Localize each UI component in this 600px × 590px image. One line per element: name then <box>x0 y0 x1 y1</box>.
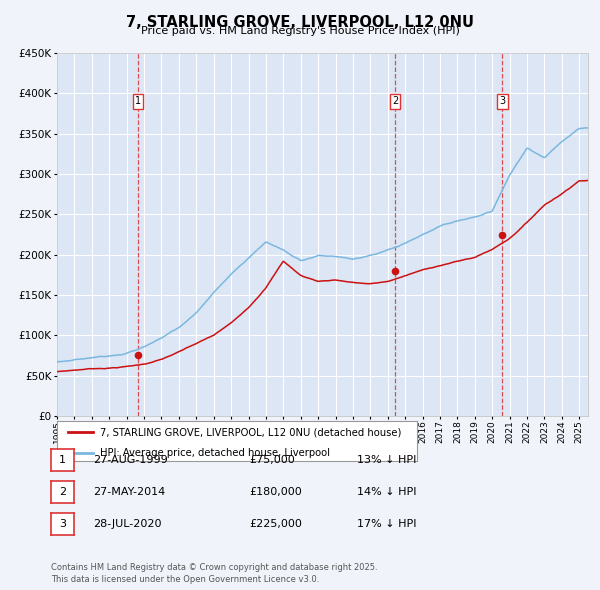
Text: 1: 1 <box>59 455 66 465</box>
Text: 7, STARLING GROVE, LIVERPOOL, L12 0NU: 7, STARLING GROVE, LIVERPOOL, L12 0NU <box>126 15 474 30</box>
Text: 27-MAY-2014: 27-MAY-2014 <box>93 487 165 497</box>
Text: Price paid vs. HM Land Registry's House Price Index (HPI): Price paid vs. HM Land Registry's House … <box>140 26 460 36</box>
Text: 28-JUL-2020: 28-JUL-2020 <box>93 519 161 529</box>
Text: 3: 3 <box>59 519 66 529</box>
Text: 13% ↓ HPI: 13% ↓ HPI <box>357 455 416 465</box>
Text: 2: 2 <box>392 97 398 106</box>
Text: 27-AUG-1999: 27-AUG-1999 <box>93 455 168 465</box>
Text: 7, STARLING GROVE, LIVERPOOL, L12 0NU (detached house): 7, STARLING GROVE, LIVERPOOL, L12 0NU (d… <box>100 428 401 438</box>
Text: 14% ↓ HPI: 14% ↓ HPI <box>357 487 416 497</box>
Text: 17% ↓ HPI: 17% ↓ HPI <box>357 519 416 529</box>
Text: HPI: Average price, detached house, Liverpool: HPI: Average price, detached house, Live… <box>100 448 330 458</box>
Text: Contains HM Land Registry data © Crown copyright and database right 2025.: Contains HM Land Registry data © Crown c… <box>51 563 377 572</box>
Text: £180,000: £180,000 <box>249 487 302 497</box>
Text: 1: 1 <box>135 97 141 106</box>
Text: £75,000: £75,000 <box>249 455 295 465</box>
Text: This data is licensed under the Open Government Licence v3.0.: This data is licensed under the Open Gov… <box>51 575 319 584</box>
Text: £225,000: £225,000 <box>249 519 302 529</box>
Text: 3: 3 <box>499 97 505 106</box>
Text: 2: 2 <box>59 487 66 497</box>
